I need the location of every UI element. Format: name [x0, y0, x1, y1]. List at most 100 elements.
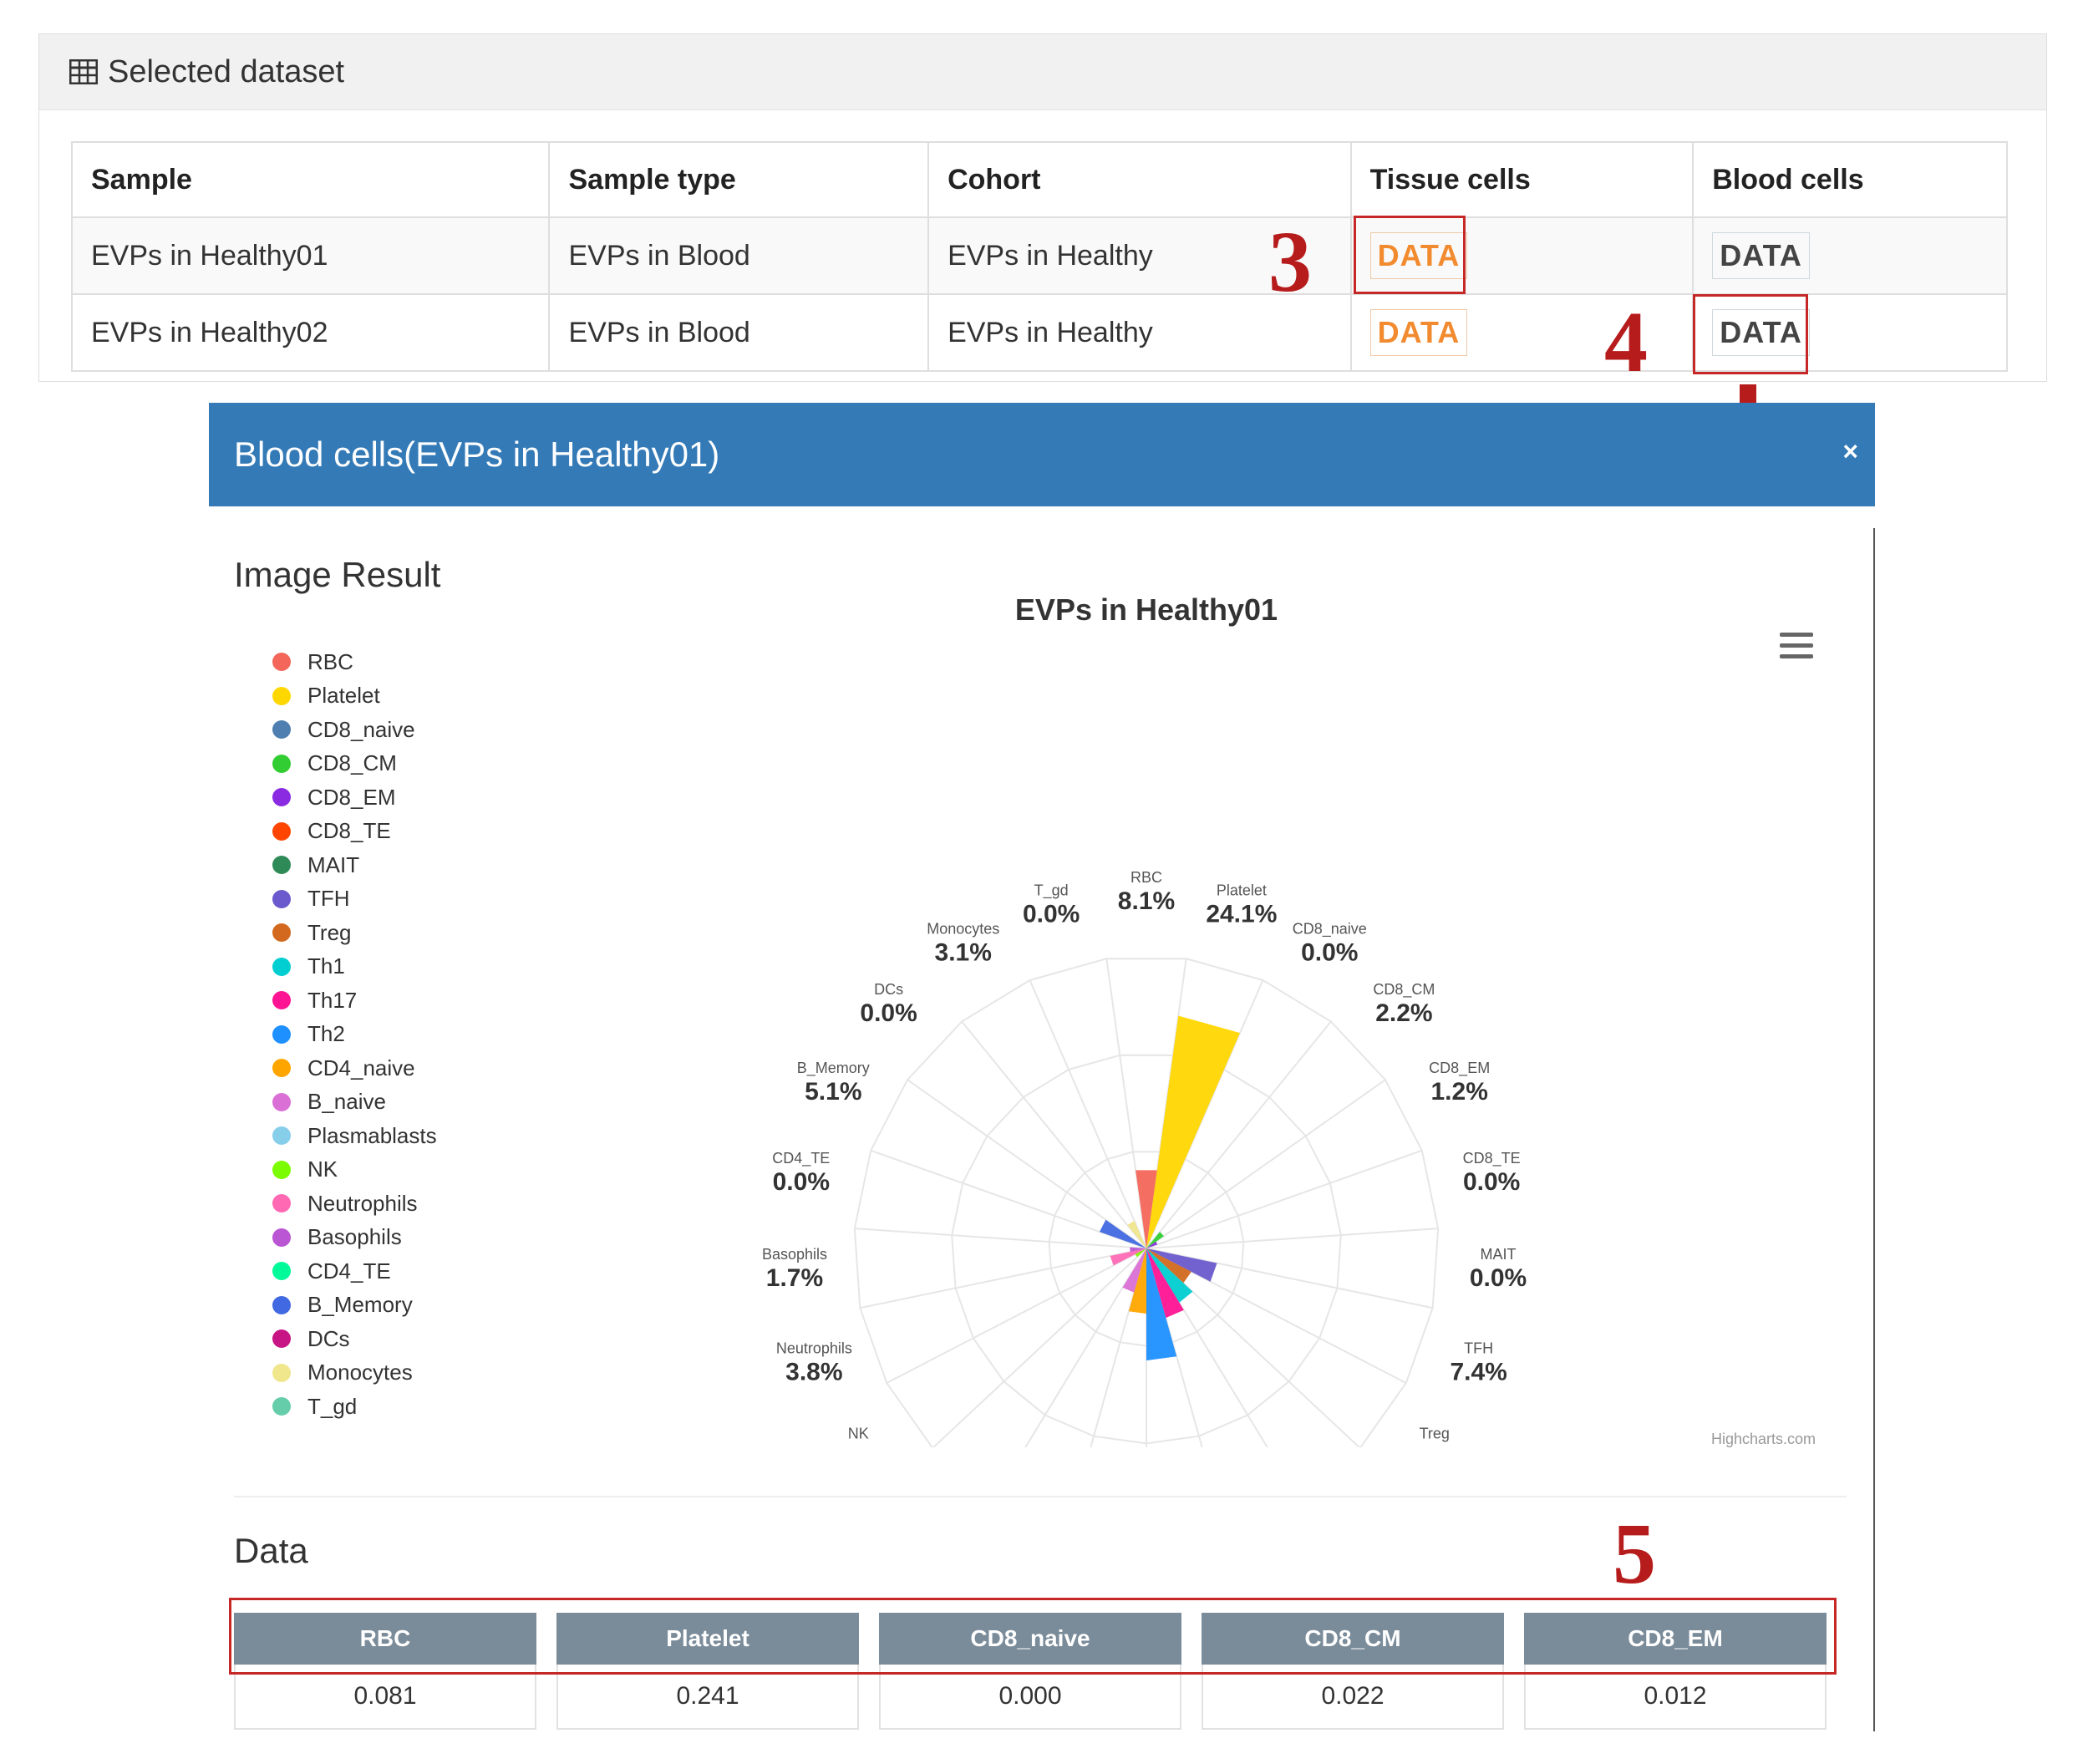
- blood-cells-modal: Blood cells(EVPs in Healthy01) × Image R…: [209, 403, 1875, 1741]
- legend-item[interactable]: Plasmablasts: [272, 1119, 437, 1153]
- blood-data-button[interactable]: DATA: [1712, 232, 1810, 279]
- grid-spoke: [961, 1020, 1147, 1249]
- value-label: 7.4%: [1450, 1358, 1506, 1385]
- category-label: CD8_CM: [1373, 981, 1435, 999]
- bar-cd8_cm: [1146, 1232, 1164, 1248]
- legend-item[interactable]: Th2: [272, 1018, 437, 1052]
- legend-item[interactable]: CD8_naive: [272, 713, 437, 747]
- legend-item[interactable]: Treg: [272, 916, 437, 950]
- highcharts-credits[interactable]: Highcharts.com: [1711, 1431, 1816, 1447]
- close-button[interactable]: ×: [1842, 436, 1858, 466]
- col-sample-type: Sample type: [548, 141, 930, 218]
- value-label: 24.1%: [1206, 901, 1277, 928]
- legend-marker: [272, 720, 291, 740]
- legend-marker: [272, 1059, 291, 1078]
- value-label: 0.0%: [1023, 901, 1080, 928]
- legend-item[interactable]: Monocytes: [272, 1356, 437, 1390]
- legend-marker: [272, 1194, 291, 1213]
- bar-neutrophils: [1110, 1248, 1146, 1266]
- cell-sample-type: EVPs in Blood: [548, 216, 930, 295]
- legend-marker: [272, 1092, 291, 1111]
- legend-item[interactable]: Th17: [272, 984, 437, 1018]
- legend-item[interactable]: T_gd: [272, 1390, 437, 1424]
- panel-heading: Selected dataset: [39, 34, 2046, 110]
- legend-item[interactable]: DCs: [272, 1322, 437, 1356]
- tissue-data-button[interactable]: DATA: [1369, 232, 1468, 279]
- legend-label: Th1: [307, 953, 345, 979]
- value-label: 8.1%: [1118, 887, 1175, 915]
- legend-marker: [272, 923, 291, 943]
- legend-item[interactable]: CD8_EM: [272, 780, 437, 815]
- legend-label: Neutrophils: [307, 1190, 418, 1216]
- bar-th17: [1146, 1248, 1184, 1319]
- legend-label: CD8_naive: [307, 716, 415, 742]
- legend-item[interactable]: B_naive: [272, 1085, 437, 1120]
- tissue-data-button[interactable]: DATA: [1369, 309, 1468, 356]
- bar-rbc: [1136, 1170, 1157, 1248]
- grid-spoke: [870, 1149, 1147, 1249]
- legend-item[interactable]: CD8_TE: [272, 815, 437, 849]
- cell-cohort: EVPs in Healthy: [927, 216, 1352, 295]
- table-row: EVPs in Healthy01 EVPs in Blood EVPs in …: [70, 216, 2008, 295]
- legend-label: Monocytes: [307, 1360, 413, 1385]
- legend-marker: [272, 1397, 291, 1416]
- grid-spoke: [1146, 1079, 1386, 1249]
- blood-data-button[interactable]: DATA: [1712, 309, 1810, 356]
- data-header[interactable]: CD8_naive: [879, 1613, 1181, 1665]
- legend-label: CD8_CM: [307, 750, 397, 776]
- value-label: 3.1%: [935, 938, 992, 966]
- legend-item[interactable]: Neutrophils: [272, 1187, 437, 1221]
- grid-spoke: [1024, 1248, 1147, 1447]
- callout-3: 3: [1268, 214, 1312, 310]
- value-label: 2.2%: [1375, 999, 1432, 1027]
- legend-label: Th17: [307, 987, 358, 1013]
- legend-item[interactable]: TFH: [272, 882, 437, 917]
- legend-item[interactable]: CD4_TE: [272, 1254, 437, 1289]
- highlight-data-headers: [229, 1598, 1837, 1675]
- data-header[interactable]: CD8_EM: [1524, 1613, 1827, 1665]
- legend-item[interactable]: MAIT: [272, 848, 437, 882]
- legend-marker: [272, 653, 291, 672]
- highlight-tissue-data: [1354, 216, 1466, 294]
- value-label: 0.0%: [773, 1168, 830, 1196]
- cell-blood: DATA: [1692, 293, 2008, 372]
- grid-spoke: [1146, 979, 1264, 1249]
- cell-sample-type: EVPs in Blood: [548, 293, 930, 372]
- legend-label: MAIT: [307, 851, 360, 877]
- legend-item[interactable]: RBC: [272, 645, 437, 679]
- cell-blood: DATA: [1692, 216, 2008, 295]
- divider: [234, 1496, 1847, 1497]
- grid-ring: [853, 958, 1440, 1447]
- bar-platelet: [1146, 1015, 1241, 1248]
- legend-item[interactable]: NK: [272, 1153, 437, 1187]
- legend-marker: [272, 821, 291, 841]
- legend-label: NK: [307, 1157, 338, 1182]
- legend-item[interactable]: Th1: [272, 950, 437, 984]
- legend-item[interactable]: Basophils: [272, 1221, 437, 1255]
- legend-item[interactable]: B_Memory: [272, 1289, 437, 1323]
- bar-th1: [1146, 1248, 1193, 1303]
- data-header[interactable]: CD8_CM: [1202, 1613, 1504, 1665]
- callout-4: 4: [1604, 294, 1648, 390]
- grid-spoke: [1146, 1228, 1439, 1249]
- data-cell: 0.000: [879, 1665, 1181, 1730]
- data-heading: Data: [234, 1531, 308, 1570]
- legend-item[interactable]: Platelet: [272, 679, 437, 714]
- bar-b_naive: [1122, 1248, 1146, 1293]
- legend-label: B_naive: [307, 1089, 386, 1115]
- grid-spoke: [1146, 1248, 1203, 1447]
- hamburger-menu-icon[interactable]: [1780, 633, 1813, 661]
- data-header[interactable]: Platelet: [556, 1613, 859, 1665]
- data-column: CD8_EM 0.012: [1524, 1613, 1827, 1730]
- data-cell: 0.081: [234, 1665, 536, 1730]
- value-label: 1.2%: [1430, 1078, 1487, 1106]
- data-column: CD8_CM 0.022: [1202, 1613, 1504, 1730]
- value-label: 3.8%: [785, 1358, 842, 1385]
- col-tissue-cells: Tissue cells: [1349, 141, 1694, 218]
- cell-tissue: DATA: [1349, 293, 1694, 372]
- legend-item[interactable]: CD4_naive: [272, 1051, 437, 1085]
- legend-item[interactable]: CD8_CM: [272, 747, 437, 781]
- legend-label: Platelet: [307, 683, 380, 709]
- data-header[interactable]: RBC: [234, 1613, 536, 1665]
- legend-label: TFH: [307, 886, 350, 912]
